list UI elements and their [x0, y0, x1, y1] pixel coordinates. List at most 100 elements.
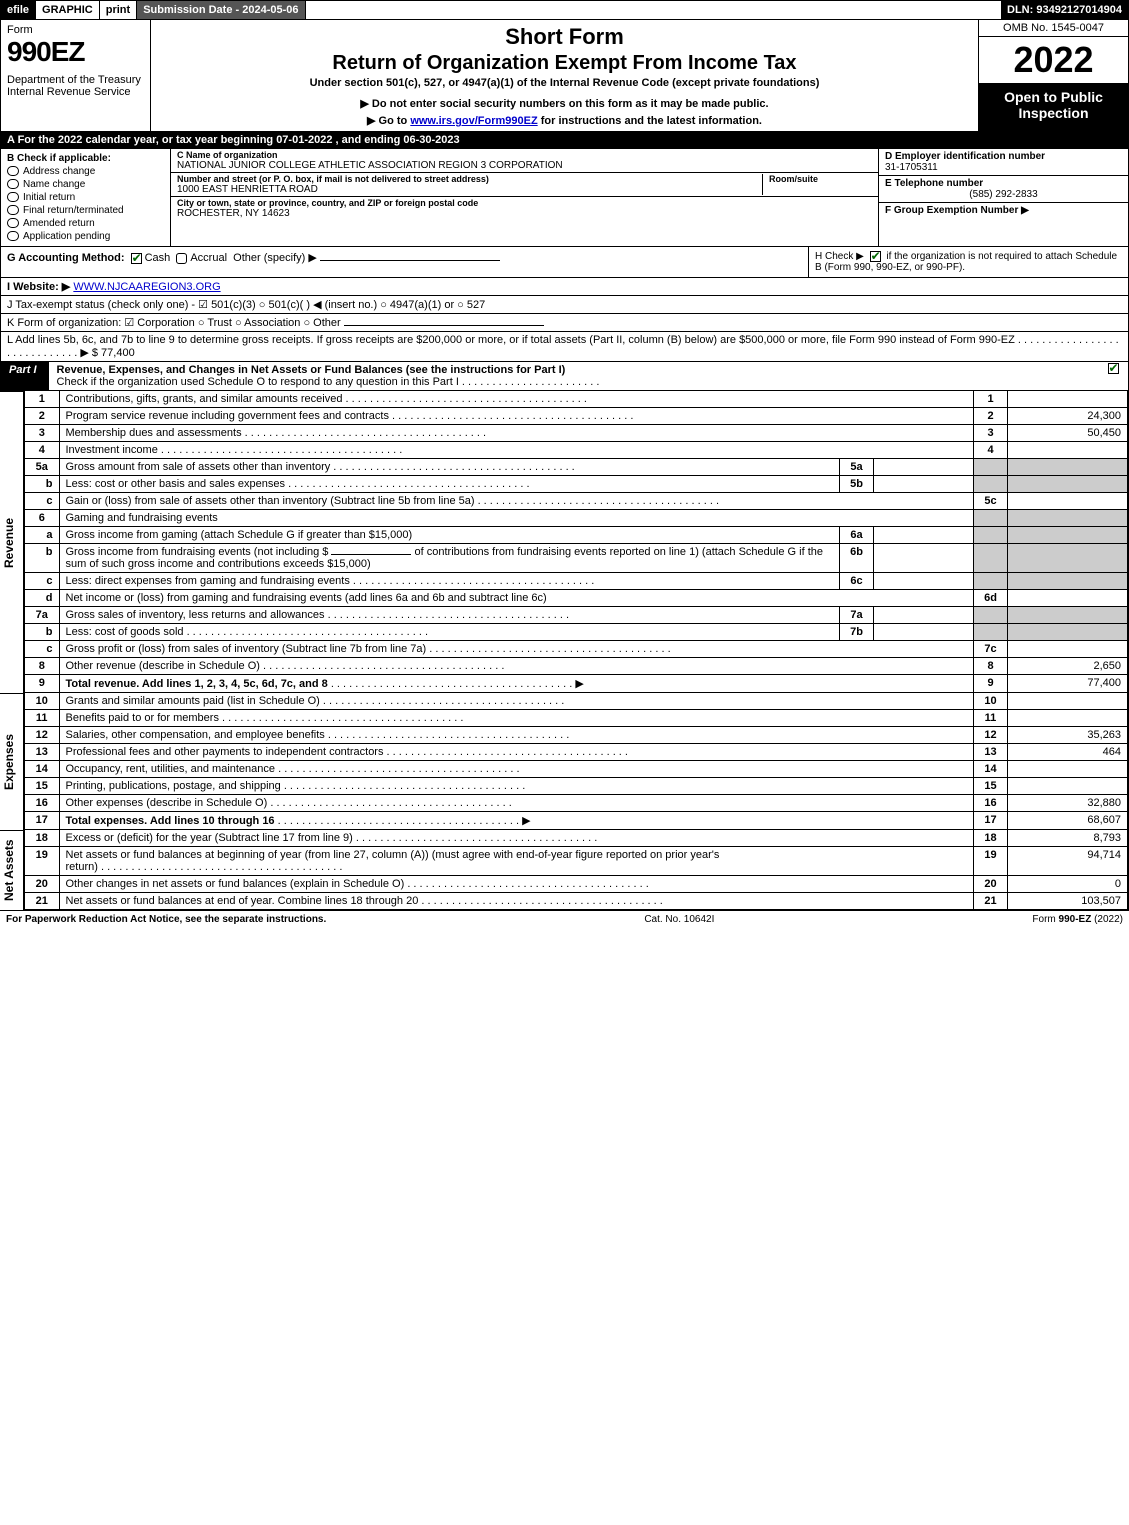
D-ein: D Employer identification number 31-1705…: [879, 149, 1128, 176]
line-7a: 7a Gross sales of inventory, less return…: [25, 607, 1128, 624]
net-assets-section: Net Assets 18 Excess or (deficit) for th…: [0, 830, 1129, 910]
E-value: (585) 292-2833: [885, 189, 1122, 200]
line-15: 15 Printing, publications, postage, and …: [25, 778, 1128, 795]
omb-number: OMB No. 1545-0047: [979, 20, 1128, 37]
goto-link[interactable]: www.irs.gov/Form990EZ: [410, 115, 537, 127]
ssn-warning: ▶ Do not enter social security numbers o…: [159, 97, 970, 110]
expenses-section: Expenses 10 Grants and similar amounts p…: [0, 693, 1129, 830]
line-12: 12 Salaries, other compensation, and emp…: [25, 727, 1128, 744]
part1-title: Revenue, Expenses, and Changes in Net As…: [49, 362, 1098, 390]
B-final-return: Final return/terminated: [7, 205, 164, 216]
line-9: 9 Total revenue. Add lines 1, 2, 3, 4, 5…: [25, 675, 1128, 693]
H-schedule-b: H Check ▶ if the organization is not req…: [808, 247, 1128, 277]
L-amount: 77,400: [101, 347, 135, 359]
line-6: 6 Gaming and fundraising events: [25, 510, 1128, 527]
net-assets-label: Net Assets: [0, 830, 24, 910]
expenses-table: 10 Grants and similar amounts paid (list…: [25, 693, 1128, 829]
line-6d: d Net income or (loss) from gaming and f…: [25, 590, 1128, 607]
graphic-tag: GRAPHIC: [36, 1, 100, 19]
L-text: L Add lines 5b, 6c, and 7b to line 9 to …: [7, 334, 1119, 359]
C-street-row: Number and street (or P. O. box, if mail…: [171, 173, 878, 197]
B-address-change: Address change: [7, 166, 164, 177]
short-form-title: Short Form: [159, 24, 970, 50]
goto-post: for instructions and the latest informat…: [538, 115, 762, 127]
goto-line: ▶ Go to www.irs.gov/Form990EZ for instru…: [159, 114, 970, 127]
department: Department of the Treasury Internal Reve…: [7, 74, 144, 98]
C-name-label: C Name of organization: [177, 150, 872, 160]
line-8: 8 Other revenue (describe in Schedule O)…: [25, 658, 1128, 675]
line-5a: 5a Gross amount from sale of assets othe…: [25, 459, 1128, 476]
C-name-value: NATIONAL JUNIOR COLLEGE ATHLETIC ASSOCIA…: [177, 160, 872, 171]
form-title-block: Short Form Return of Organization Exempt…: [151, 20, 978, 131]
row-L-gross-receipts: L Add lines 5b, 6c, and 7b to line 9 to …: [0, 332, 1129, 362]
B-application-pending: Application pending: [7, 231, 164, 242]
revenue-section: Revenue 1 Contributions, gifts, grants, …: [0, 391, 1129, 693]
row-I-website: I Website: ▶ WWW.NJCAAREGION3.ORG: [0, 278, 1129, 296]
part1-tag: Part I: [1, 362, 49, 390]
top-bar: efile GRAPHIC print Submission Date - 20…: [0, 0, 1129, 20]
submission-date: Submission Date - 2024-05-06: [137, 1, 305, 19]
line-18: 18 Excess or (deficit) for the year (Sub…: [25, 830, 1128, 847]
goto-pre: ▶ Go to: [367, 115, 410, 127]
form-number: 990EZ: [7, 36, 144, 68]
C-name: C Name of organization NATIONAL JUNIOR C…: [171, 149, 878, 173]
B-title: B Check if applicable:: [7, 153, 164, 164]
net-assets-table: 18 Excess or (deficit) for the year (Sub…: [25, 830, 1128, 909]
I-link[interactable]: WWW.NJCAAREGION3.ORG: [73, 281, 220, 293]
B-initial-return: Initial return: [7, 192, 164, 203]
line-13: 13 Professional fees and other payments …: [25, 744, 1128, 761]
print-button[interactable]: print: [100, 1, 137, 19]
line-7c: c Gross profit or (loss) from sales of i…: [25, 641, 1128, 658]
row-K-form-of-org: K Form of organization: ☑ Corporation ○ …: [0, 314, 1129, 332]
part1-subtitle: Check if the organization used Schedule …: [57, 376, 600, 388]
form-id-block: Form 990EZ Department of the Treasury In…: [1, 20, 151, 131]
G-accrual: Accrual: [190, 252, 227, 264]
G-cash: Cash: [145, 252, 171, 264]
B-name-change: Name change: [7, 179, 164, 190]
C-suite: Room/suite: [762, 174, 872, 195]
line-5c: c Gain or (loss) from sale of assets oth…: [25, 493, 1128, 510]
K-text: K Form of organization: ☑ Corporation ○ …: [7, 317, 341, 329]
footer-left: For Paperwork Reduction Act Notice, see …: [6, 914, 326, 925]
block-BCDEF: B Check if applicable: Address change Na…: [0, 149, 1129, 247]
F-group-exemption: F Group Exemption Number ▶: [879, 203, 1128, 218]
footer-right: Form 990-EZ (2022): [1032, 914, 1123, 925]
footer-center: Cat. No. 10642I: [326, 914, 1032, 925]
G-cash-cb: [131, 253, 142, 264]
line-5b: b Less: cost or other basis and sales ex…: [25, 476, 1128, 493]
line-11: 11 Benefits paid to or for members 11: [25, 710, 1128, 727]
open-to-public: Open to Public Inspection: [979, 83, 1128, 131]
line-20: 20 Other changes in net assets or fund b…: [25, 876, 1128, 893]
part1-check: [1098, 362, 1128, 390]
line-6b: b Gross income from fundraising events (…: [25, 544, 1128, 573]
I-label: I Website: ▶: [7, 281, 70, 293]
C-street-label: Number and street (or P. O. box, if mail…: [177, 174, 762, 184]
E-phone: E Telephone number (585) 292-2833: [879, 176, 1128, 203]
G-label: G Accounting Method:: [7, 252, 125, 264]
line-4: 4 Investment income 4: [25, 442, 1128, 459]
C-street-value: 1000 EAST HENRIETTA ROAD: [177, 184, 762, 195]
D-value: 31-1705311: [885, 162, 1122, 173]
omb-year-block: OMB No. 1545-0047 2022 Open to Public In…: [978, 20, 1128, 131]
line-3: 3 Membership dues and assessments 3 50,4…: [25, 425, 1128, 442]
line-1: 1 Contributions, gifts, grants, and simi…: [25, 391, 1128, 408]
G-accrual-cb: [176, 253, 187, 264]
dln: DLN: 93492127014904: [1001, 1, 1128, 19]
tax-year: 2022: [979, 37, 1128, 83]
line-2: 2 Program service revenue including gove…: [25, 408, 1128, 425]
expenses-label: Expenses: [0, 693, 24, 830]
line-16: 16 Other expenses (describe in Schedule …: [25, 795, 1128, 812]
revenue-table: 1 Contributions, gifts, grants, and simi…: [25, 391, 1128, 692]
C-city-value: ROCHESTER, NY 14623: [177, 208, 872, 219]
form-header: Form 990EZ Department of the Treasury In…: [0, 20, 1129, 132]
line-19: 19 Net assets or fund balances at beginn…: [25, 847, 1128, 876]
H-cb: [870, 251, 881, 262]
row-GH: G Accounting Method: Cash Accrual Other …: [0, 247, 1129, 278]
form-label: Form: [7, 24, 144, 36]
line-17: 17 Total expenses. Add lines 10 through …: [25, 812, 1128, 830]
C-city: City or town, state or province, country…: [171, 197, 878, 220]
col-C-name-address: C Name of organization NATIONAL JUNIOR C…: [171, 149, 878, 246]
row-A-tax-year: A For the 2022 calendar year, or tax yea…: [0, 132, 1129, 149]
line-6a: a Gross income from gaming (attach Sched…: [25, 527, 1128, 544]
col-DEF: D Employer identification number 31-1705…: [878, 149, 1128, 246]
